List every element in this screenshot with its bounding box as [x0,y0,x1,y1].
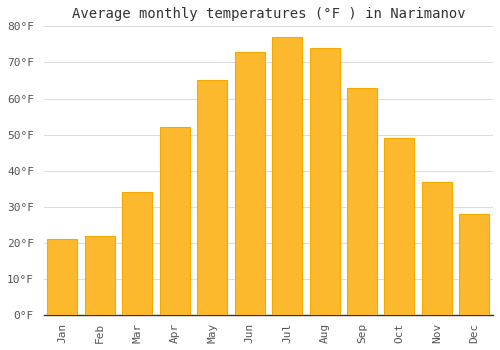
Bar [460,214,490,315]
Bar [122,193,152,315]
Bar [197,80,227,315]
Title: Average monthly temperatures (°F ) in Narimanov: Average monthly temperatures (°F ) in Na… [72,7,465,21]
Bar [85,236,115,315]
Bar [347,88,377,315]
Bar [422,182,452,315]
Bar [234,51,264,315]
Bar [384,138,414,315]
Bar [160,127,190,315]
Bar [310,48,340,315]
Bar [272,37,302,315]
Bar [48,239,78,315]
